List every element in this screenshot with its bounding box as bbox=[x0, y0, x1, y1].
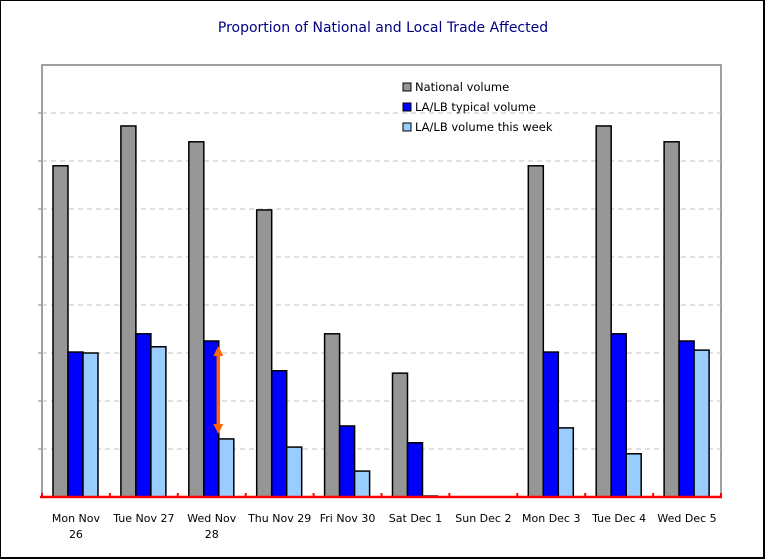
bar-national-volume bbox=[120, 125, 137, 498]
bar-national-volume bbox=[255, 209, 273, 498]
x-tick-label-line: Tue Nov 27 bbox=[112, 512, 174, 525]
bar-la-lb-typical-volume bbox=[67, 351, 84, 498]
bar-national-volume bbox=[663, 141, 680, 498]
bar-national-volume bbox=[595, 125, 612, 498]
bar-la-lb-typical-volume bbox=[542, 351, 560, 498]
bar-la-lb-typical-volume bbox=[610, 333, 627, 498]
legend-swatch bbox=[402, 102, 412, 112]
bar-la-lb-volume-this-week bbox=[353, 470, 371, 498]
x-tick-label-line: Tue Dec 4 bbox=[591, 512, 646, 525]
bar-la-lb-volume-this-week bbox=[557, 427, 575, 498]
bar-national-volume bbox=[527, 165, 545, 498]
x-tick-label: Wed Dec 5 bbox=[657, 512, 716, 525]
bar-la-lb-typical-volume bbox=[678, 340, 695, 498]
chart-title: Proportion of National and Local Trade A… bbox=[217, 20, 549, 36]
x-tick-label-line: Wed Dec 5 bbox=[657, 512, 716, 525]
bar-la-lb-volume-this-week bbox=[693, 349, 710, 498]
x-tick-label-line: Thu Nov 29 bbox=[247, 512, 311, 525]
x-tick-label: Mon Nov 26 bbox=[52, 512, 101, 541]
x-tick-label: Tue Dec 4 bbox=[591, 512, 646, 525]
x-tick-label: Sun Dec 2 bbox=[455, 512, 511, 525]
legend-label: LA/LB typical volume bbox=[415, 100, 536, 114]
x-tick-label: Tue Nov 27 bbox=[112, 512, 174, 525]
bar-national-volume bbox=[52, 165, 69, 498]
x-tick-label-line: Sun Dec 2 bbox=[455, 512, 511, 525]
x-tick-label: Fri Nov 30 bbox=[320, 512, 376, 525]
bar-national-volume bbox=[188, 141, 205, 498]
legend-swatch bbox=[402, 122, 412, 132]
bar-la-lb-volume-this-week bbox=[285, 446, 303, 498]
bar-la-lb-typical-volume bbox=[406, 442, 424, 498]
bar-la-lb-volume-this-week bbox=[82, 352, 99, 498]
x-tick-label: Mon Dec 3 bbox=[522, 512, 580, 525]
x-tick-label-line: 28 bbox=[205, 528, 219, 541]
x-tick-label: Thu Nov 29 bbox=[247, 512, 311, 525]
legend-label: National volume bbox=[415, 80, 509, 94]
x-tick-label-line: 26 bbox=[69, 528, 83, 541]
legend-label: LA/LB volume this week bbox=[415, 120, 553, 134]
bar-la-lb-typical-volume bbox=[338, 425, 356, 498]
x-tick-label: Sat Dec 1 bbox=[389, 512, 442, 525]
x-tick-label-line: Sat Dec 1 bbox=[389, 512, 442, 525]
bar-la-lb-typical-volume bbox=[135, 333, 152, 498]
bar-national-volume bbox=[323, 333, 341, 498]
x-tick-label-line: Wed Nov bbox=[187, 512, 236, 525]
x-tick-label-line: Mon Dec 3 bbox=[522, 512, 580, 525]
bar-national-volume bbox=[391, 372, 409, 498]
bar-la-lb-typical-volume bbox=[270, 370, 288, 498]
x-tick-label-line: Fri Nov 30 bbox=[320, 512, 376, 525]
x-tick-label: Wed Nov 28 bbox=[187, 512, 236, 541]
legend-swatch bbox=[402, 82, 412, 92]
bar-la-lb-volume-this-week bbox=[150, 346, 167, 498]
x-tick-label-line: Mon Nov bbox=[52, 512, 101, 525]
bar-la-lb-volume-this-week bbox=[625, 453, 642, 498]
bar-la-lb-volume-this-week bbox=[218, 438, 235, 498]
